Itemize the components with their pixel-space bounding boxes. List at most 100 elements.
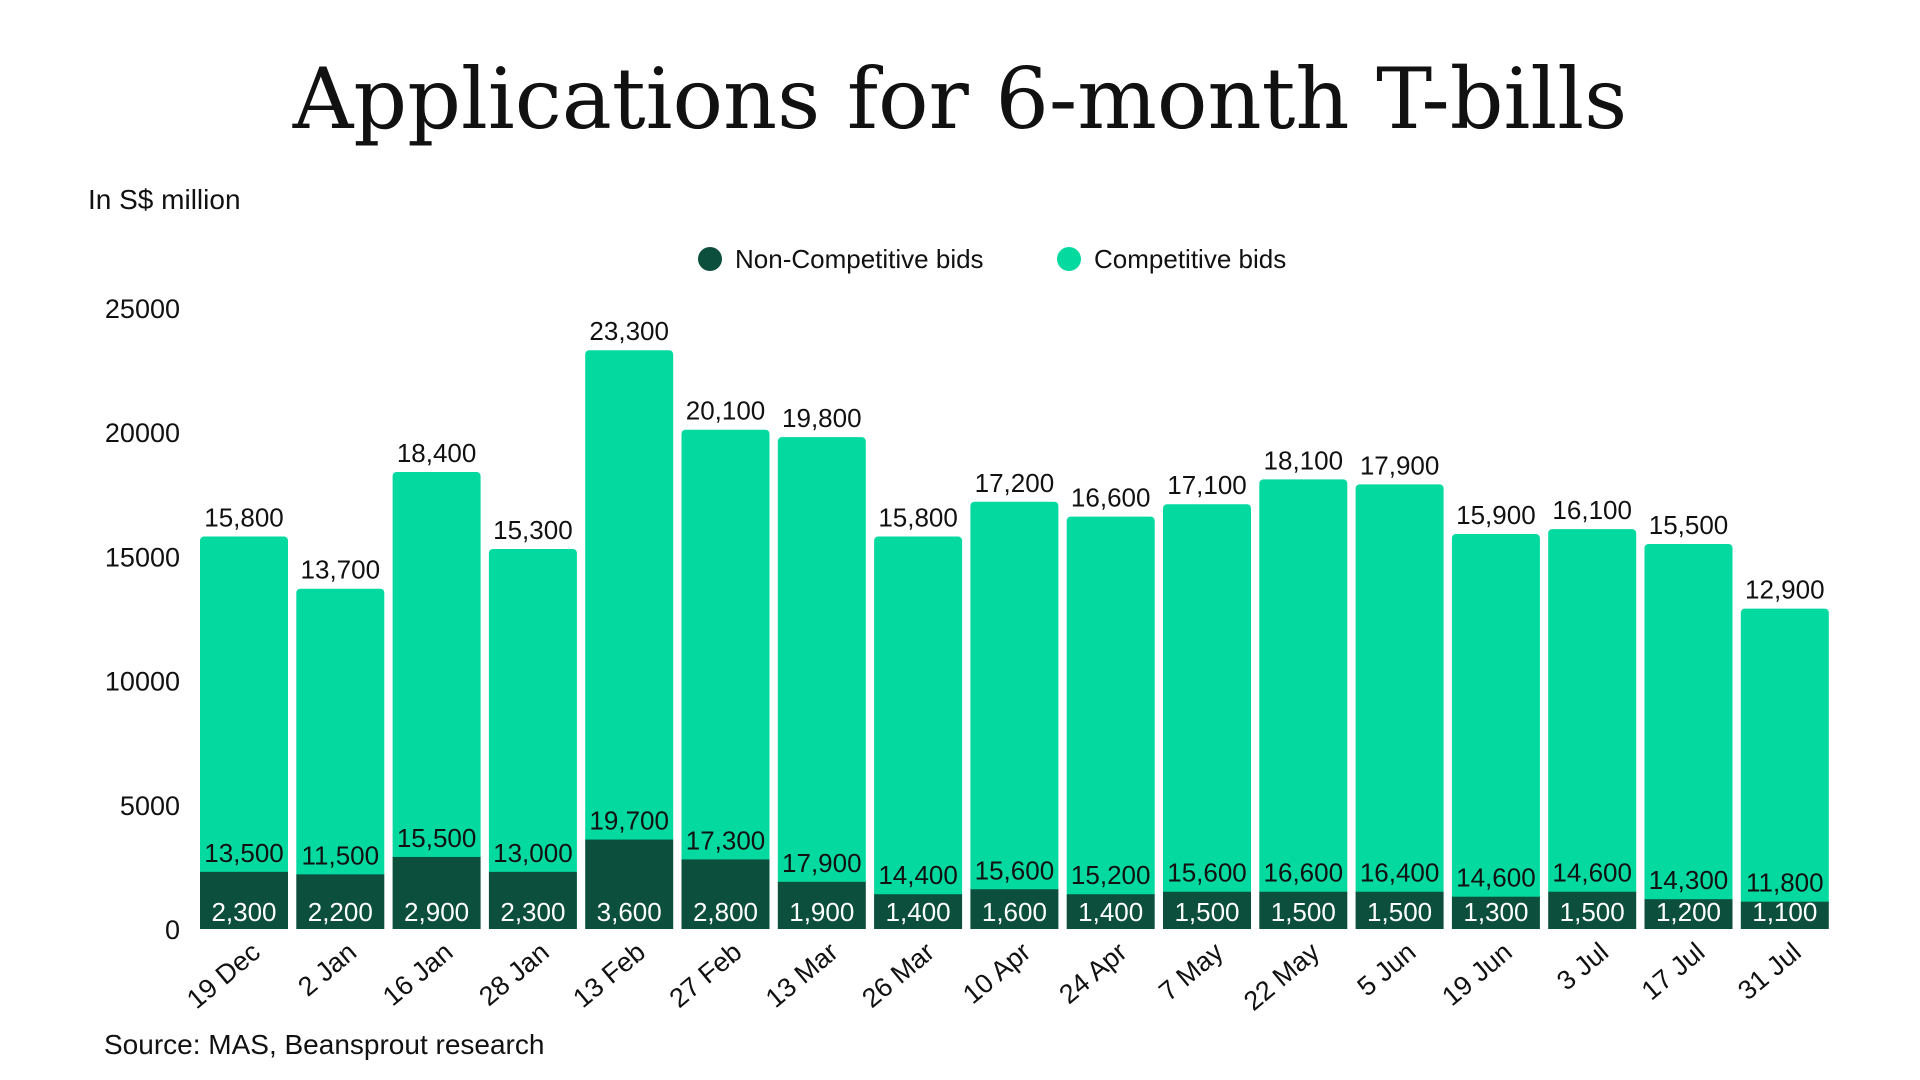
bar-non-competitive: [392, 856, 481, 929]
competitive-value-label: 15,500: [397, 823, 477, 853]
bar-group: 15,800 14,400 1,400: [874, 503, 963, 929]
bar-non-competitive: [200, 871, 288, 929]
total-label: 15,500: [1649, 510, 1729, 540]
bar-competitive: [392, 471, 481, 861]
bar-group: 16,600 15,200 1,400: [1066, 483, 1155, 929]
bar-non-competitive: [488, 871, 577, 929]
source-note: Source: MAS, Beansprout research: [104, 1029, 544, 1060]
x-axis: 19 Dec 2 Jan 16 Jan 28 Jan 13 Feb 27 Feb 13 Ma…: [181, 936, 1807, 1016]
total-label: 12,900: [1745, 575, 1825, 605]
competitive-value-label: 16,600: [1264, 858, 1344, 888]
legend-non-competitive-marker: [698, 247, 722, 271]
bar-competitive: [200, 536, 288, 876]
bar-non-competitive: [970, 889, 1059, 929]
competitive-value-label: 13,000: [493, 838, 573, 868]
bar-competitive: [1259, 479, 1348, 896]
total-label: 17,200: [975, 468, 1055, 498]
bar-group: 16,100 14,600 1,500: [1548, 495, 1637, 929]
non-competitive-value-label: 1,500: [1174, 897, 1239, 927]
y-tick-label: 10000: [105, 667, 180, 697]
legend: Non-Competitive bids Competitive bids: [698, 244, 1286, 274]
x-tick-label: 17 Jul: [1636, 937, 1710, 1006]
total-label: 15,800: [204, 503, 284, 533]
non-competitive-value-label: 1,500: [1271, 897, 1336, 927]
x-tick-label: 16 Jan: [377, 937, 458, 1012]
x-tick-label: 26 Mar: [856, 937, 940, 1014]
bar-non-competitive: [681, 859, 770, 929]
bar-non-competitive: [1163, 891, 1251, 929]
y-axis: 0 5000 10000 15000 20000 25000: [105, 294, 180, 945]
bar-group: 15,900 14,600 1,300: [1451, 500, 1540, 929]
x-tick-label: 19 Dec: [181, 937, 266, 1015]
competitive-value-label: 11,500: [302, 840, 380, 870]
bar-competitive: [1066, 516, 1155, 899]
total-label: 13,700: [301, 555, 381, 585]
y-tick-label: 20000: [105, 418, 180, 448]
x-tick-label: 10 Apr: [957, 937, 1036, 1010]
competitive-value-label: 14,600: [1456, 863, 1536, 893]
total-label: 15,900: [1456, 500, 1536, 530]
total-label: 15,800: [878, 503, 958, 533]
x-tick-label: 27 Feb: [664, 937, 748, 1014]
y-tick-label: 25000: [105, 294, 180, 324]
legend-competitive-label: Competitive bids: [1094, 244, 1286, 274]
bar-non-competitive: [1259, 891, 1348, 929]
bar-non-competitive: [1355, 891, 1444, 929]
total-label: 16,100: [1552, 495, 1632, 525]
competitive-value-label: 11,800: [1746, 868, 1824, 898]
bars: 15,800 13,500 2,300 13,700 11,500 2,200 18,400…: [200, 316, 1829, 929]
x-tick-label: 28 Jan: [473, 937, 554, 1012]
bar-competitive: [970, 501, 1059, 894]
bar-group: 23,300 19,700 3,600: [585, 316, 674, 929]
x-tick-label: 2 Jan: [292, 937, 362, 1002]
bar-competitive: [296, 588, 385, 879]
bar-group: 17,200 15,600 1,600: [970, 468, 1059, 929]
bar-non-competitive: [874, 894, 963, 929]
non-competitive-value-label: 1,600: [982, 897, 1047, 927]
x-tick-label: 22 May: [1238, 936, 1325, 1016]
x-tick-label: 19 Jun: [1436, 937, 1517, 1012]
unit-label: In S$ million: [88, 184, 241, 215]
chart-title: Applications for 6-month T-bills: [292, 50, 1627, 148]
total-label: 18,400: [397, 438, 477, 468]
x-tick-label: 3 Jul: [1551, 937, 1614, 997]
bar-competitive: [585, 350, 674, 844]
competitive-value-label: 17,900: [782, 848, 862, 878]
non-competitive-value-label: 1,400: [886, 897, 951, 927]
non-competitive-value-label: 1,300: [1463, 897, 1528, 927]
total-label: 17,100: [1167, 470, 1247, 500]
bar-non-competitive: [777, 881, 866, 929]
competitive-value-label: 15,600: [975, 855, 1055, 885]
bar-competitive: [1548, 529, 1637, 896]
legend-competitive-marker: [1057, 247, 1081, 271]
non-competitive-value-label: 1,200: [1656, 897, 1721, 927]
competitive-value-label: 16,400: [1360, 858, 1440, 888]
non-competitive-value-label: 2,300: [500, 897, 565, 927]
competitive-value-label: 15,600: [1167, 858, 1247, 888]
total-label: 15,300: [493, 515, 573, 545]
bar-group: 18,100 16,600 1,500: [1259, 445, 1348, 929]
bar-competitive: [1163, 504, 1251, 896]
total-label: 17,900: [1360, 450, 1440, 480]
y-tick-label: 5000: [120, 791, 180, 821]
competitive-value-label: 13,500: [204, 838, 284, 868]
non-competitive-value-label: 1,500: [1560, 897, 1625, 927]
bar-non-competitive: [1451, 896, 1540, 929]
non-competitive-value-label: 1,900: [789, 897, 854, 927]
non-competitive-value-label: 1,100: [1752, 897, 1817, 927]
competitive-value-label: 14,300: [1649, 865, 1729, 895]
non-competitive-value-label: 1,500: [1367, 897, 1432, 927]
competitive-value-label: 14,600: [1552, 858, 1632, 888]
y-tick-label: 0: [165, 915, 180, 945]
non-competitive-value-label: 2,300: [211, 897, 276, 927]
non-competitive-value-label: 1,400: [1078, 897, 1143, 927]
bar-group: 18,400 15,500 2,900: [392, 438, 481, 929]
competitive-value-label: 14,400: [878, 860, 958, 890]
non-competitive-value-label: 2,800: [693, 897, 758, 927]
x-tick-label: 13 Mar: [760, 937, 844, 1014]
x-tick-label: 13 Feb: [567, 937, 651, 1014]
non-competitive-value-label: 2,900: [404, 897, 469, 927]
y-tick-label: 15000: [105, 542, 180, 572]
